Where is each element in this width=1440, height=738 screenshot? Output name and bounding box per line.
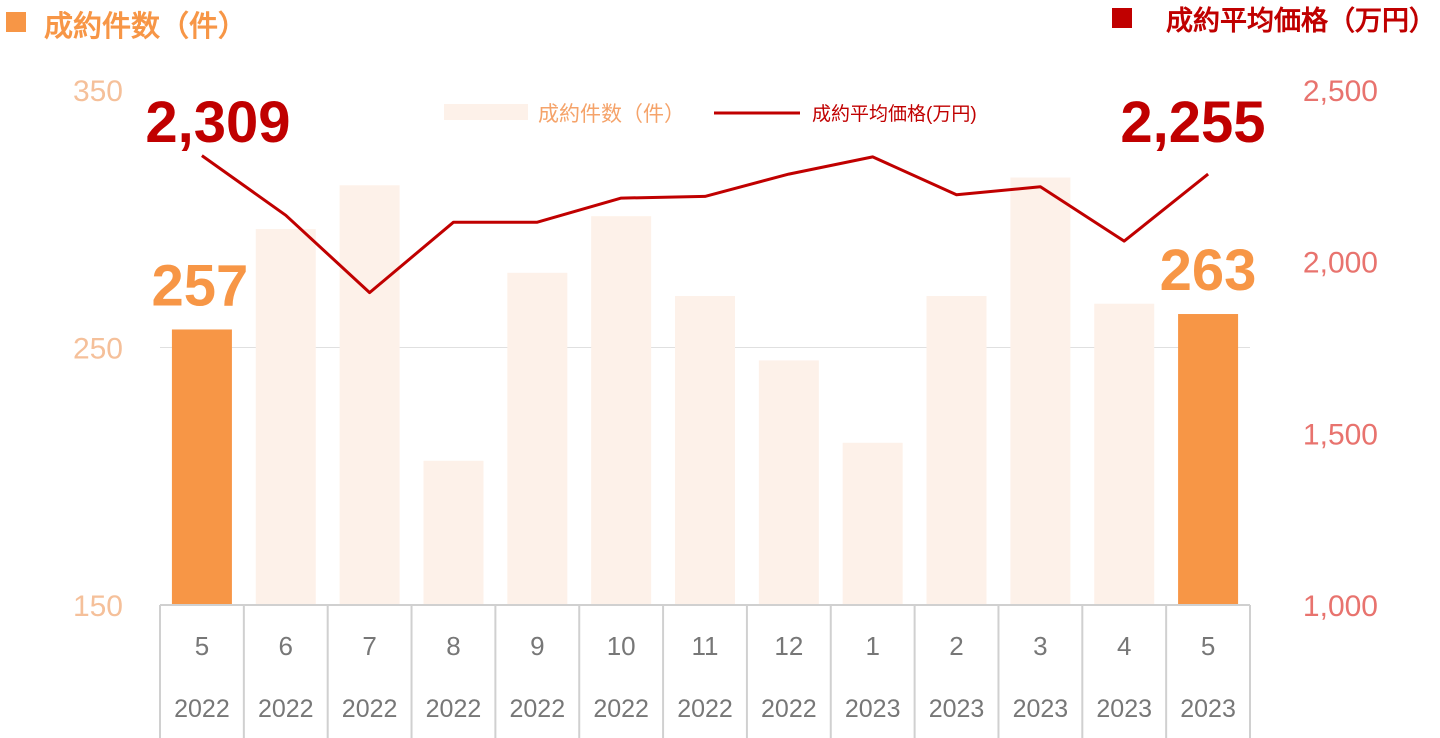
line-layer <box>201 154 1210 295</box>
legend: 成約件数（件） 成約平均価格(万円) <box>444 103 977 126</box>
category-month: 7 <box>362 631 376 661</box>
category-year: 2022 <box>509 695 565 723</box>
category-year: 2022 <box>342 695 398 723</box>
legend-bar-swatch <box>444 104 528 120</box>
category-month: 4 <box>1117 631 1131 661</box>
category-month: 1 <box>865 631 879 661</box>
left-tick-label: 250 <box>73 333 123 366</box>
bar-3 <box>423 460 484 605</box>
category-month: 2 <box>949 631 963 661</box>
category-month: 11 <box>692 631 719 661</box>
category-month: 10 <box>607 631 636 661</box>
right-tick-label: 1,000 <box>1303 590 1378 623</box>
bar-12 <box>1178 314 1239 605</box>
right-tick-label: 1,500 <box>1303 418 1378 451</box>
bar-8 <box>842 442 903 605</box>
category-year: 2022 <box>174 695 230 723</box>
left-tick-label: 350 <box>73 75 123 108</box>
right-title-marker <box>1112 8 1132 28</box>
legend-line-label: 成約平均価格(万円) <box>812 103 977 125</box>
category-year: 2023 <box>1013 695 1069 723</box>
category-month: 8 <box>446 631 460 661</box>
data-label-layer: 257 263 2,309 2,255 <box>145 90 1265 318</box>
bar-9 <box>926 296 987 605</box>
category-month: 3 <box>1033 631 1047 661</box>
bar-label-last: 263 <box>1160 238 1257 303</box>
left-title-marker <box>6 12 26 32</box>
category-year: 2022 <box>258 695 314 723</box>
category-month: 9 <box>530 631 544 661</box>
category-month: 5 <box>195 631 209 661</box>
line-label-last: 2,255 <box>1120 90 1265 155</box>
axis-layer: 150 250 350 1,000 1,500 2,000 2,500 <box>73 75 1378 623</box>
category-month: 12 <box>774 631 803 661</box>
right-tick-label: 2,500 <box>1303 75 1378 108</box>
bar-11 <box>1094 303 1155 605</box>
bar-1 <box>255 229 316 606</box>
bar-2 <box>339 185 400 605</box>
category-year: 2022 <box>677 695 733 723</box>
category-year: 2022 <box>593 695 649 723</box>
category-month: 5 <box>1201 631 1215 661</box>
line-label-first: 2,309 <box>145 90 290 155</box>
bar-label-first: 257 <box>152 253 249 318</box>
right-tick-label: 2,000 <box>1303 247 1378 280</box>
left-title: 成約件数（件） <box>44 9 247 43</box>
category-year: 2023 <box>929 695 985 723</box>
category-year: 2023 <box>845 695 901 723</box>
category-layer: 5202262022720228202292022102022112022122… <box>159 605 1251 738</box>
category-year: 2023 <box>1180 695 1236 723</box>
bar-10 <box>1010 177 1071 606</box>
category-month: 6 <box>279 631 293 661</box>
bar-0 <box>171 329 232 605</box>
right-title: 成約平均価格（万円） <box>1166 5 1436 36</box>
bar-4 <box>507 272 568 605</box>
bars-layer <box>171 177 1239 606</box>
price-line <box>201 154 1210 295</box>
left-tick-label: 150 <box>73 590 123 623</box>
bar-6 <box>675 296 735 605</box>
bar-5 <box>591 216 652 606</box>
bar-7 <box>758 360 819 605</box>
category-year: 2022 <box>426 695 482 723</box>
category-year: 2023 <box>1096 695 1152 723</box>
category-year: 2022 <box>761 695 817 723</box>
legend-bar-label: 成約件数（件） <box>538 103 685 126</box>
